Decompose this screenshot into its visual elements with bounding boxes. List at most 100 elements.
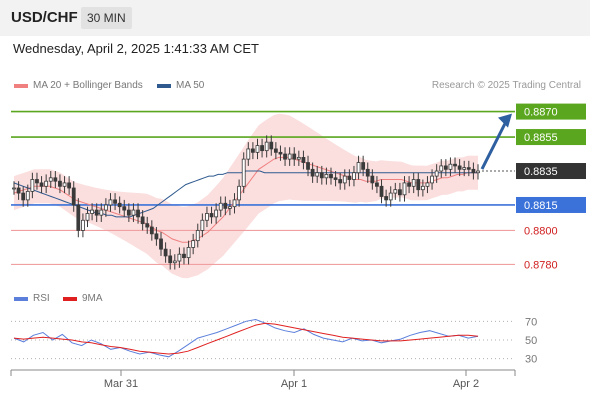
candle-body bbox=[200, 219, 205, 231]
candle-body bbox=[347, 175, 352, 180]
datetime: Wednesday, April 2, 2025 1:41:33 AM CET bbox=[13, 41, 259, 56]
candle-body bbox=[94, 209, 99, 216]
candle-body bbox=[361, 162, 366, 170]
candle-body bbox=[195, 230, 200, 242]
candle-body bbox=[12, 187, 16, 190]
legend-ma20: MA 20 + Bollinger Bands bbox=[14, 80, 143, 91]
candle-body bbox=[35, 179, 39, 184]
candle-body bbox=[48, 177, 53, 182]
candle-body bbox=[76, 204, 81, 231]
candle-body bbox=[191, 240, 196, 248]
rsi-series-9ma bbox=[13, 322, 479, 355]
level-tag-0 bbox=[516, 103, 586, 120]
candle-body bbox=[393, 189, 398, 194]
candle-body bbox=[250, 148, 255, 153]
candle-body bbox=[232, 199, 237, 208]
candle-body bbox=[154, 233, 159, 240]
candle-body bbox=[425, 182, 430, 187]
candle-body bbox=[411, 179, 416, 187]
candle-body bbox=[58, 180, 62, 187]
candle-body bbox=[310, 168, 315, 177]
candle-body bbox=[113, 199, 117, 204]
candle-body bbox=[246, 148, 251, 160]
candle-body bbox=[407, 182, 411, 187]
candle-body bbox=[370, 175, 375, 184]
candle-body bbox=[39, 182, 44, 187]
legend-ma50: MA 50 bbox=[157, 80, 204, 91]
candle-body bbox=[260, 145, 264, 152]
candle-body bbox=[420, 185, 425, 191]
ma20-line bbox=[13, 156, 478, 243]
candle-body bbox=[90, 209, 94, 214]
current-price-tag bbox=[516, 163, 586, 180]
candle-body bbox=[186, 247, 191, 259]
candle-body bbox=[301, 157, 306, 163]
rsi-tick-30: 30 bbox=[525, 354, 537, 366]
candle-body bbox=[237, 185, 242, 201]
candle-body bbox=[416, 179, 421, 191]
candle-body bbox=[71, 187, 76, 206]
candle-body bbox=[140, 216, 145, 225]
candle-body bbox=[296, 157, 301, 160]
candle-body bbox=[177, 253, 182, 262]
candle-body bbox=[122, 206, 127, 211]
candle-body bbox=[218, 202, 223, 211]
candle-body bbox=[205, 213, 209, 221]
candle-body bbox=[434, 170, 439, 177]
legend-ma20-label: MA 20 + Bollinger Bands bbox=[33, 80, 143, 91]
level-label-1: 0.8855 bbox=[524, 132, 558, 144]
legend-9ma-label: 9MA bbox=[82, 293, 103, 304]
candle-body bbox=[453, 163, 457, 167]
level-label-2: 0.8815 bbox=[524, 200, 558, 212]
candle-body bbox=[315, 172, 320, 177]
candle-body bbox=[329, 174, 333, 179]
candle-body bbox=[333, 177, 338, 180]
candle-body bbox=[471, 168, 476, 174]
candle-body bbox=[324, 174, 329, 179]
candle-body bbox=[379, 185, 384, 197]
candle-body bbox=[342, 175, 347, 184]
candle-body bbox=[278, 151, 283, 155]
candle-body bbox=[287, 153, 292, 160]
candle-body bbox=[99, 209, 104, 216]
candle-body bbox=[306, 162, 310, 170]
candle-body bbox=[16, 187, 21, 194]
level-tag-1 bbox=[516, 129, 586, 146]
rsi-tick-70: 70 bbox=[525, 316, 537, 328]
candle-body bbox=[214, 209, 219, 218]
legend-9ma-swatch bbox=[63, 296, 77, 301]
rsi-tick-50: 50 bbox=[525, 335, 537, 347]
candle-body bbox=[53, 177, 58, 182]
candle-body bbox=[269, 141, 274, 150]
rsi-series-rsi bbox=[13, 318, 479, 358]
candle-body bbox=[44, 180, 49, 187]
candle-body bbox=[448, 163, 453, 170]
candle-body bbox=[223, 202, 228, 209]
timeframe-badge[interactable]: 30 MIN bbox=[81, 7, 132, 29]
candle-body bbox=[136, 209, 140, 218]
candle-body bbox=[25, 190, 30, 201]
legend-ma50-label: MA 50 bbox=[176, 80, 205, 91]
candle-body bbox=[283, 153, 287, 160]
x-tick-label-2: Apr 2 bbox=[453, 378, 479, 390]
candle-body bbox=[30, 179, 35, 192]
level-label-3: 0.8800 bbox=[524, 225, 558, 237]
candle-body bbox=[292, 153, 297, 160]
candle-body bbox=[131, 209, 136, 216]
candle-body bbox=[209, 213, 214, 218]
candle-body bbox=[365, 168, 370, 177]
legend-rsi-label: RSI bbox=[33, 293, 50, 304]
legend-ma20-swatch bbox=[14, 83, 28, 88]
candle-body bbox=[85, 213, 90, 221]
candle-body bbox=[388, 192, 393, 201]
candle-body bbox=[273, 148, 278, 153]
legend-rsi: RSI bbox=[14, 293, 50, 304]
x-tick-label-0: Mar 31 bbox=[104, 378, 138, 390]
level-tag-2 bbox=[516, 196, 586, 213]
candle-body bbox=[182, 253, 186, 259]
candle-body bbox=[103, 204, 108, 211]
candle-body bbox=[430, 175, 434, 184]
legend-ma50-swatch bbox=[157, 83, 171, 88]
candle-body bbox=[21, 192, 26, 201]
